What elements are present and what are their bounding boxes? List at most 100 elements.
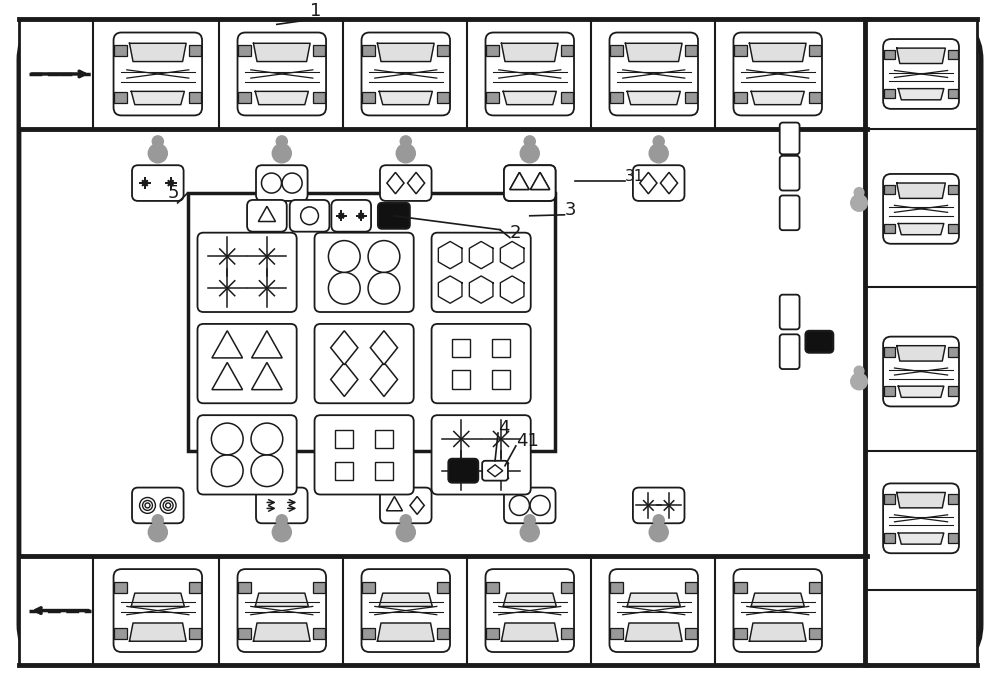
Bar [948,386,958,396]
Bar [948,223,958,233]
Bar [734,45,747,56]
Bar [884,347,895,356]
Circle shape [276,515,287,526]
Polygon shape [255,92,308,105]
Bar [114,582,127,593]
Bar [114,628,127,640]
Polygon shape [627,593,680,606]
Bar [610,92,623,103]
Circle shape [509,496,529,515]
FancyBboxPatch shape [504,165,556,201]
FancyBboxPatch shape [238,33,326,115]
Circle shape [251,423,283,455]
Circle shape [272,523,291,542]
Bar [610,628,623,640]
Polygon shape [627,92,680,105]
Polygon shape [129,43,186,62]
Circle shape [140,498,155,513]
Bar [486,45,499,56]
Polygon shape [410,496,424,515]
Polygon shape [749,43,806,62]
FancyBboxPatch shape [256,488,308,524]
Circle shape [400,136,411,147]
Bar [19,20,867,128]
Circle shape [520,523,539,542]
Circle shape [152,515,163,526]
Polygon shape [386,496,402,511]
Bar [238,45,251,56]
Bar [313,92,325,103]
Polygon shape [898,386,944,397]
Polygon shape [379,92,432,105]
Polygon shape [377,623,434,641]
Circle shape [328,272,360,304]
Bar [437,628,449,640]
Bar [238,582,251,593]
FancyBboxPatch shape [482,461,508,481]
Polygon shape [129,623,186,641]
Bar [362,45,375,56]
FancyBboxPatch shape [380,488,432,524]
Text: 4: 4 [498,419,510,437]
Polygon shape [258,206,275,221]
FancyBboxPatch shape [362,33,450,115]
FancyBboxPatch shape [378,203,410,229]
FancyBboxPatch shape [238,569,326,652]
Bar [362,92,375,103]
Circle shape [649,523,668,542]
Bar [865,20,977,665]
FancyBboxPatch shape [315,233,414,312]
Circle shape [396,144,415,163]
FancyBboxPatch shape [256,165,308,201]
Polygon shape [331,331,358,365]
Text: 5: 5 [168,184,179,202]
Bar [114,45,127,56]
FancyBboxPatch shape [114,569,202,652]
Polygon shape [255,593,308,606]
FancyBboxPatch shape [362,569,450,652]
FancyBboxPatch shape [780,196,800,230]
Bar [948,89,958,98]
Bar [809,92,821,103]
Text: 3: 3 [564,201,576,219]
Bar [437,92,449,103]
Bar [685,628,697,640]
FancyBboxPatch shape [132,165,184,201]
Polygon shape [501,623,558,641]
Polygon shape [252,331,282,358]
Text: 2: 2 [510,223,521,242]
FancyBboxPatch shape [432,324,531,403]
Polygon shape [252,363,282,390]
FancyBboxPatch shape [114,33,202,115]
Circle shape [368,240,400,272]
Bar [948,50,958,59]
FancyBboxPatch shape [485,33,574,115]
Polygon shape [898,89,944,100]
FancyBboxPatch shape [883,174,959,244]
Polygon shape [503,593,556,606]
Bar [238,628,251,640]
Text: 1: 1 [310,3,321,20]
Circle shape [396,523,415,542]
Polygon shape [408,172,425,194]
Bar [335,462,353,480]
Circle shape [276,136,287,147]
Polygon shape [501,43,558,62]
FancyBboxPatch shape [197,233,297,312]
FancyBboxPatch shape [883,39,959,109]
FancyBboxPatch shape [432,233,531,312]
Polygon shape [370,331,398,365]
Bar [809,582,821,593]
Circle shape [251,455,283,487]
Polygon shape [751,92,804,105]
Bar [362,628,375,640]
Circle shape [520,144,539,163]
Polygon shape [377,43,434,62]
Bar [486,582,499,593]
Polygon shape [625,43,682,62]
Circle shape [851,373,867,390]
Bar [734,628,747,640]
FancyBboxPatch shape [633,165,684,201]
Bar [362,582,375,593]
Polygon shape [331,363,358,397]
